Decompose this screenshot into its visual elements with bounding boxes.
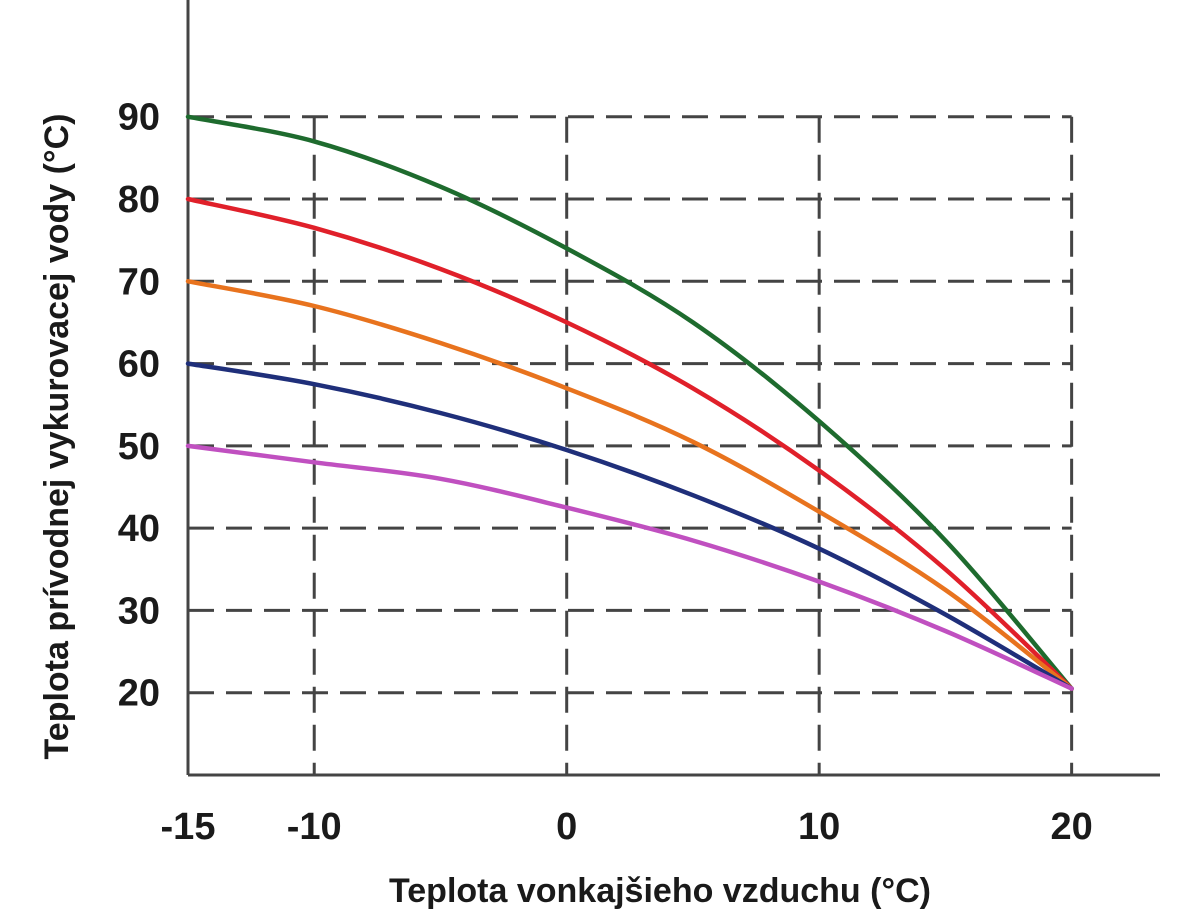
y-tick-label-50: 50 bbox=[118, 426, 160, 468]
x-tick-label-20: 20 bbox=[1050, 806, 1092, 848]
y-tick-label-60: 60 bbox=[118, 344, 160, 386]
axes bbox=[186, 0, 1160, 777]
series-lines bbox=[185, 114, 1074, 691]
series-line-2 bbox=[185, 196, 1074, 691]
y-tick-label-70: 70 bbox=[118, 261, 160, 303]
x-tick-label--10: -10 bbox=[287, 806, 342, 848]
x-tick-label--15: -15 bbox=[161, 806, 216, 848]
series-line-4 bbox=[185, 361, 1074, 691]
grid-lines bbox=[188, 115, 1074, 775]
x-tick-label-10: 10 bbox=[798, 806, 840, 848]
y-tick-label-40: 40 bbox=[118, 508, 160, 550]
series-line-1 bbox=[185, 114, 1074, 691]
y-tick-label-30: 30 bbox=[118, 590, 160, 632]
y-tick-label-20: 20 bbox=[118, 673, 160, 715]
series-line-5 bbox=[185, 443, 1074, 691]
x-tick-label-0: 0 bbox=[556, 806, 577, 848]
y-axis-title: Teplota prívodnej vykurovacej vody (°C) bbox=[38, 114, 76, 760]
y-tick-label-80: 80 bbox=[118, 179, 160, 221]
series-line-3 bbox=[185, 279, 1074, 691]
y-tick-label-90: 90 bbox=[118, 97, 160, 139]
tick-labels: 20 30 40 50 60 70 80 90 -15 -10 0 10 20 bbox=[118, 97, 1093, 848]
x-axis-title: Teplota vonkajšieho vzduchu (°C) bbox=[389, 872, 931, 910]
